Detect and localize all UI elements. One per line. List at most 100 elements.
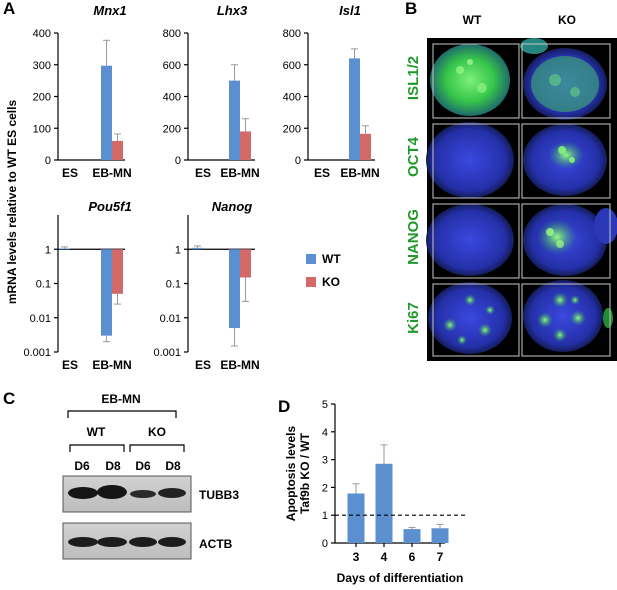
micro-isl12-ko (520, 38, 611, 120)
legend-swatch-ko (306, 277, 316, 287)
x-tick-label-apoptosis: 6 (409, 550, 416, 564)
y-tick-label-mnx1: 100 (33, 123, 51, 135)
micro-row-label-oct4: OCT4 (405, 136, 422, 177)
band-actb-1 (68, 537, 98, 547)
x-tick-label-mnx1: ES (62, 166, 78, 180)
y-tick-label-isl1: 200 (283, 123, 301, 135)
y-tick-label-isl1: 0 (295, 155, 301, 167)
x-tick-label-pou5f1: EB-MN (92, 358, 131, 372)
blot-lane-4: D8 (165, 459, 181, 473)
bar-nanog-eb-mn-wt (229, 249, 240, 329)
y-tick-label-nanog: 1 (175, 244, 181, 256)
blot-lane-3: D6 (135, 459, 151, 473)
y-tick-label-mnx1: 200 (33, 92, 51, 104)
micro-ki67-wt (428, 282, 520, 357)
y-tick-label-apoptosis: 3 (322, 455, 328, 467)
bar-pou5f1-eb-mn-ko (112, 249, 123, 294)
bar-nanog-es-wt (192, 247, 203, 250)
y-tick-label-lhx3: 0 (175, 155, 181, 167)
micro-row-label-isl12: ISL1/2 (405, 56, 422, 100)
x-tick-label-apoptosis: 4 (381, 550, 388, 564)
legend-label-ko: KO (322, 275, 340, 289)
blot-label-tubb3: TUBB3 (199, 488, 239, 502)
panel-label-b: B (405, 0, 417, 18)
bar-mnx1-eb-mn-wt (101, 65, 112, 160)
micro-row-label-ki67: Ki67 (405, 302, 422, 334)
micro-oct4-ko (521, 123, 611, 199)
micro-col-wt: WT (463, 13, 482, 27)
chart-apoptosis: 0 1 2 3 4 5 3 4 6 7 Days of differentiation Apoptos… (284, 399, 465, 585)
bar-isl1-eb-mn-ko (360, 133, 371, 160)
bar-lhx3-eb-mn-ko (240, 131, 251, 160)
chart-title-pou5f1: Pou5f1 (88, 199, 131, 214)
x-tick-label-mnx1: EB-MN (92, 166, 131, 180)
bar-mnx1-eb-mn-ko (112, 140, 123, 160)
chart-title-mnx1: Mnx1 (93, 3, 126, 18)
y-tick-label-pou5f1: 0.01 (30, 313, 51, 325)
blot-lane-1: D6 (74, 459, 90, 473)
y-tick-label-lhx3: 200 (163, 123, 181, 135)
micro-isl12-wt (430, 43, 520, 119)
blot-lane-2: D8 (105, 459, 121, 473)
y-tick-label-apoptosis: 4 (322, 427, 328, 439)
x-tick-label-nanog: EB-MN (220, 358, 259, 372)
x-tick-label-isl1: EB-MN (340, 166, 379, 180)
x-tick-label-nanog: ES (195, 358, 211, 372)
blot-condition-ko: KO (148, 425, 166, 439)
bar-nanog-eb-mn-ko (240, 249, 251, 278)
chart-isl1: Isl1 0 200 400 600 800 ES EB-MN (283, 3, 380, 180)
panel-label-d: D (278, 397, 290, 416)
y-tick-label-lhx3: 400 (163, 92, 181, 104)
band-actb-4 (158, 537, 186, 547)
micro-nanog-wt (426, 203, 520, 279)
micro-col-ko: KO (558, 13, 576, 27)
micro-nanog-ko (521, 203, 617, 279)
bar-apoptosis-4 (375, 463, 393, 543)
bar-apoptosis-3 (347, 493, 365, 543)
x-tick-label-lhx3: EB-MN (220, 166, 259, 180)
panel-a-legend: WT KO (306, 252, 341, 289)
x-tick-label-pou5f1: ES (62, 358, 78, 372)
y-tick-label-mnx1: 0 (45, 155, 51, 167)
panel-b-microscopy: WT KO ISL1/2 OCT4 NANOG Ki67 (405, 13, 617, 361)
panel-label-a: A (3, 0, 15, 18)
y-tick-label-pou5f1: 0.1 (36, 279, 51, 291)
bar-apoptosis-6 (403, 529, 421, 543)
chart-nanog: Nanog 0.001 0.01 0.1 1 ES EB-MN (153, 199, 259, 372)
blot-group-bracket (67, 410, 177, 418)
x-tick-label-apoptosis: 3 (353, 550, 360, 564)
x-tick-label-apoptosis: 7 (437, 550, 444, 564)
band-tubb3-1 (68, 487, 98, 499)
blot-bracket-ko (129, 444, 185, 452)
y-tick-label-nanog: 0.1 (166, 279, 181, 291)
bar-pou5f1-eb-mn-wt (101, 249, 112, 336)
chart-title-nanog: Nanog (212, 199, 253, 214)
panel-c-western-blot: EB-MN WT KO D6 D8 D6 D8 TUBB3 ACTB (62, 392, 239, 560)
y-tick-label-apoptosis: 5 (322, 399, 328, 411)
x-axis-label-apoptosis: Days of differentiation (337, 571, 464, 585)
y-axis-label-line2-apoptosis: Taf9b KO / WT (298, 432, 312, 514)
bar-pou5f1-es-wt (59, 248, 70, 250)
band-tubb3-4 (158, 488, 186, 498)
band-tubb3-3 (130, 490, 156, 498)
chart-pou5f1: Pou5f1 0.001 0.01 0.1 1 ES EB-MN (23, 199, 131, 372)
bar-apoptosis-7 (431, 528, 449, 543)
chart-title-isl1: Isl1 (339, 3, 361, 18)
x-tick-label-lhx3: ES (195, 166, 211, 180)
blot-label-actb: ACTB (199, 537, 233, 551)
y-tick-label-apoptosis: 2 (322, 482, 328, 494)
y-tick-label-nanog: 0.01 (160, 313, 181, 325)
y-tick-label-isl1: 800 (283, 28, 301, 40)
y-tick-label-apoptosis: 0 (322, 538, 328, 550)
y-tick-label-mnx1: 400 (33, 28, 51, 40)
chart-mnx1: Mnx1 0 100 200 300 400 ES EB-MN (33, 3, 132, 180)
y-tick-label-nanog: 0.001 (153, 347, 181, 359)
panel-a-ylabel: mRNA levels relative to WT ES cells (5, 100, 19, 305)
y-tick-label-lhx3: 800 (163, 28, 181, 40)
micro-ki67-ko (521, 280, 613, 357)
chart-title-lhx3: Lhx3 (217, 3, 248, 18)
blot-bracket-wt (69, 444, 125, 452)
legend-label-wt: WT (322, 252, 341, 266)
x-tick-label-isl1: ES (314, 166, 330, 180)
